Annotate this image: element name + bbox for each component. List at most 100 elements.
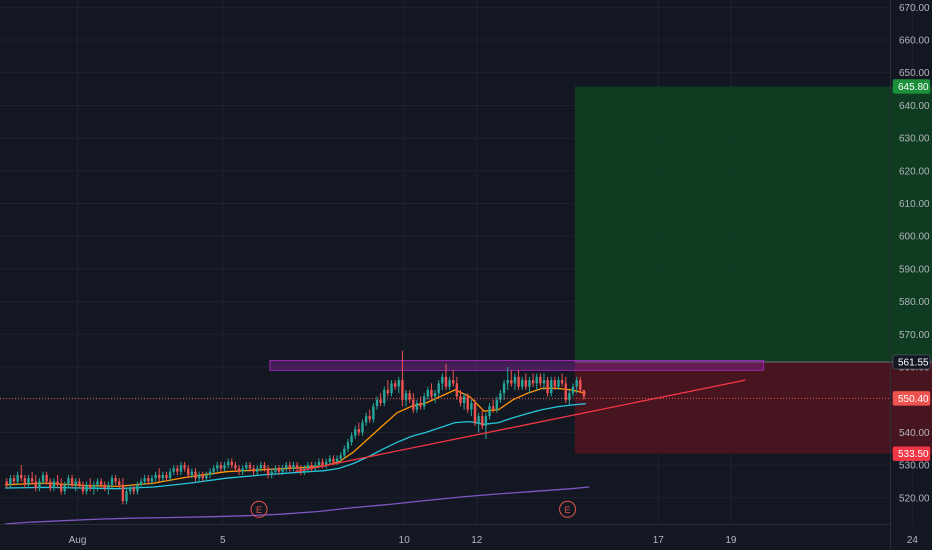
earnings-marker-label: E [256,505,262,515]
candle-body [70,478,74,485]
candle-body [339,455,342,459]
candle [383,386,386,407]
candle-body [582,389,586,397]
candle [139,478,143,489]
candle-body [321,461,324,466]
candle-body [121,484,125,502]
candle [89,478,92,492]
candle [328,455,332,466]
candle-body [473,403,477,423]
resistance-zone[interactable] [269,360,765,371]
target-zone[interactable] [574,86,932,362]
candle-body [575,380,578,387]
candle [45,471,48,485]
price-tick-label: 540.00 [899,428,930,439]
candle [568,389,571,407]
price-axis[interactable]: 520.00530.00540.00550.00560.00570.00580.… [890,0,931,550]
candle [285,461,288,472]
candle-body [550,380,553,394]
candle [288,461,292,472]
candle-body [364,416,368,423]
candle-body [386,389,390,394]
candle-body [190,471,194,475]
candle-body [136,484,139,492]
candle [379,393,382,407]
candle-body [314,465,317,469]
price-tag-box [892,354,931,370]
candle [346,438,350,453]
candle [444,363,448,390]
candle-body [107,484,110,489]
candle [70,474,74,489]
candle-body [426,389,430,397]
ema-slow-line [4,403,586,490]
candle-body [441,376,444,384]
candle [368,409,371,423]
candle-body [45,474,48,482]
candle-body [415,403,419,410]
earnings-marker[interactable]: E [559,500,577,518]
price-tag: 561.55 [892,354,931,370]
trendline[interactable] [295,379,746,473]
candle-body [270,471,273,475]
price-tag-box [892,79,931,94]
candle [473,399,477,426]
candle-body [375,399,379,407]
earnings-marker-label: E [565,505,571,515]
candle [495,396,498,413]
candle-body [183,465,186,469]
candle-body [230,461,233,466]
candle-body [12,478,16,482]
candle-body [546,380,549,394]
stop-loss-zone[interactable] [574,361,932,454]
candle [187,465,190,479]
price-tick-label: 660.00 [899,36,930,47]
time-tick-label: 24 [907,535,919,546]
candle [404,389,408,407]
candle [74,478,77,492]
candle-body [368,416,371,420]
price-tick-label: 530.00 [899,461,930,472]
candle [125,488,128,505]
candle-body [99,481,103,485]
candle [30,471,34,485]
candle-body [477,416,480,423]
candle-body [412,399,415,410]
candle-body [187,468,190,475]
price-tag-label: 645.80 [898,82,929,93]
candle-body [484,416,488,426]
candle-body [74,481,77,485]
candle [324,458,328,469]
candle [263,461,266,472]
candle-body [161,474,165,479]
candle [16,471,19,485]
price-tag-box [892,391,931,406]
candle [386,380,390,397]
candle-body [208,471,212,475]
candle [136,481,139,495]
candle-body [96,481,99,485]
candle [161,471,165,482]
candle-body [383,389,386,404]
candle [306,461,310,472]
earnings-marker-circle [250,500,268,518]
candle-body [241,468,244,472]
candle [248,461,252,472]
drawing-zones[interactable] [269,86,932,454]
candle [128,484,132,495]
candle-body [219,465,223,469]
candle-body [328,458,332,462]
time-axis[interactable]: Aug510121719242628Sep [0,524,932,547]
candle [412,393,415,413]
time-tick-label: 19 [725,535,737,546]
candle [459,389,462,407]
candle [67,474,70,489]
earnings-marker[interactable]: E [250,500,268,518]
candle [205,471,208,482]
candle-body [335,458,339,462]
candle [557,376,560,390]
candle [354,425,357,439]
candle-body [41,474,45,482]
